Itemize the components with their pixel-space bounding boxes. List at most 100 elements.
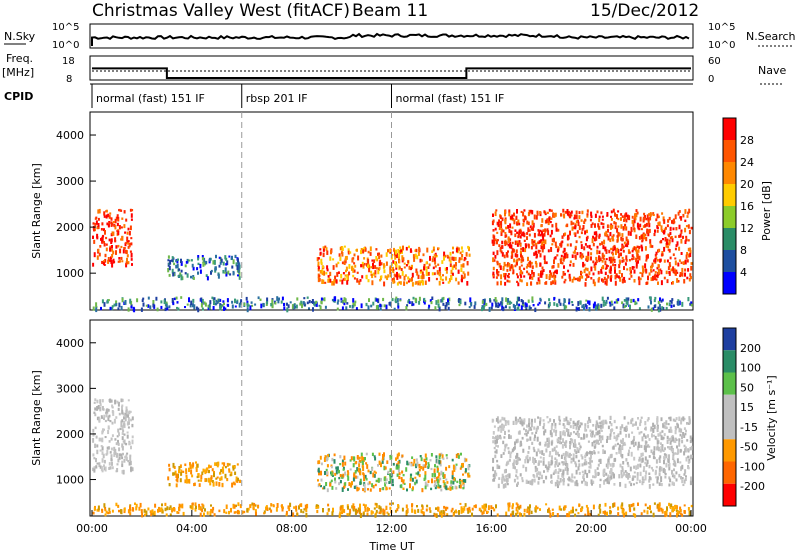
data-cell [531,269,534,275]
data-cell [518,303,521,307]
data-cell [419,280,422,284]
data-cell [467,271,470,276]
data-cell [492,466,494,472]
data-cell [446,506,449,510]
data-cell [627,230,630,236]
data-cell [145,510,148,516]
data-cell [500,224,503,229]
data-cell [629,466,632,472]
data-cell [652,212,655,216]
data-cell [430,453,433,457]
data-cell [365,452,368,456]
data-cell [618,253,621,258]
data-cell [492,266,495,271]
data-cell [605,472,608,476]
data-cell [573,443,576,449]
data-cell [103,241,105,244]
data-cell [361,261,364,266]
data-cell [389,274,392,278]
data-cell [127,412,130,417]
data-cell [358,509,361,513]
colorbar-tick-label: 4 [740,266,747,279]
data-cell [127,399,130,402]
data-cell [504,232,507,235]
data-cell [237,502,240,507]
data-cell [670,236,673,239]
data-cell [545,261,548,265]
data-cell [676,512,678,518]
data-cell [405,264,408,267]
data-cell [506,483,509,486]
data-cell [685,225,688,228]
data-cell [571,438,574,442]
data-cell [607,458,610,463]
data-cell [118,225,121,230]
data-cell [107,213,110,218]
data-cell [432,246,435,250]
colorbar-swatch [723,372,736,395]
data-cell [653,434,655,437]
data-cell [501,303,503,306]
data-cell [558,298,561,304]
data-cell [216,462,219,468]
data-cell [118,453,121,457]
data-cell [223,302,225,306]
data-cell [399,281,402,285]
data-cell [556,438,559,443]
data-cell [659,466,662,471]
data-cell [492,436,495,440]
data-cell [338,513,341,519]
data-cell [220,476,223,481]
data-cell [656,226,659,230]
data-cell [359,279,362,282]
data-cell [108,466,111,470]
data-cell [178,507,181,512]
data-cell [465,458,468,462]
data-cell [592,424,595,427]
data-cell [414,249,417,252]
data-cell [512,462,515,466]
data-cell [361,460,364,466]
data-cell [510,230,513,236]
data-cell [338,482,341,486]
data-cell [121,404,124,407]
data-cell [522,211,525,217]
data-cell [604,502,607,507]
data-cell [462,263,465,268]
data-cell [108,511,111,514]
data-cell [459,484,462,489]
data-cell [669,236,672,240]
data-cell [446,513,449,516]
data-cell [129,298,132,304]
data-cell [676,423,679,427]
data-cell [118,257,121,260]
data-cell [94,443,97,449]
data-cell [562,463,565,466]
data-cell [318,483,321,486]
data-cell [442,509,445,515]
data-cell [374,270,377,275]
data-cell [105,247,108,252]
data-cell [96,399,99,404]
data-cell [130,418,133,422]
data-cell [582,225,585,230]
data-cell [369,252,372,256]
data-cell [372,301,375,306]
data-cell [621,245,624,250]
data-cell [221,462,224,465]
data-cell [405,281,408,285]
data-cell [516,301,518,306]
data-cell [498,465,501,469]
data-cell [642,268,645,272]
data-cell [586,420,589,425]
data-cell [570,454,572,457]
data-cell [573,214,576,219]
data-cell [526,454,529,460]
data-cell [197,307,200,313]
data-cell [423,301,426,305]
data-cell [519,512,521,517]
data-cell [430,301,433,305]
cpid-row: CPID normal (fast) 151 IF rbsp 201 IF norm… [4,83,693,108]
data-cell [587,440,590,443]
data-cell [425,266,428,269]
